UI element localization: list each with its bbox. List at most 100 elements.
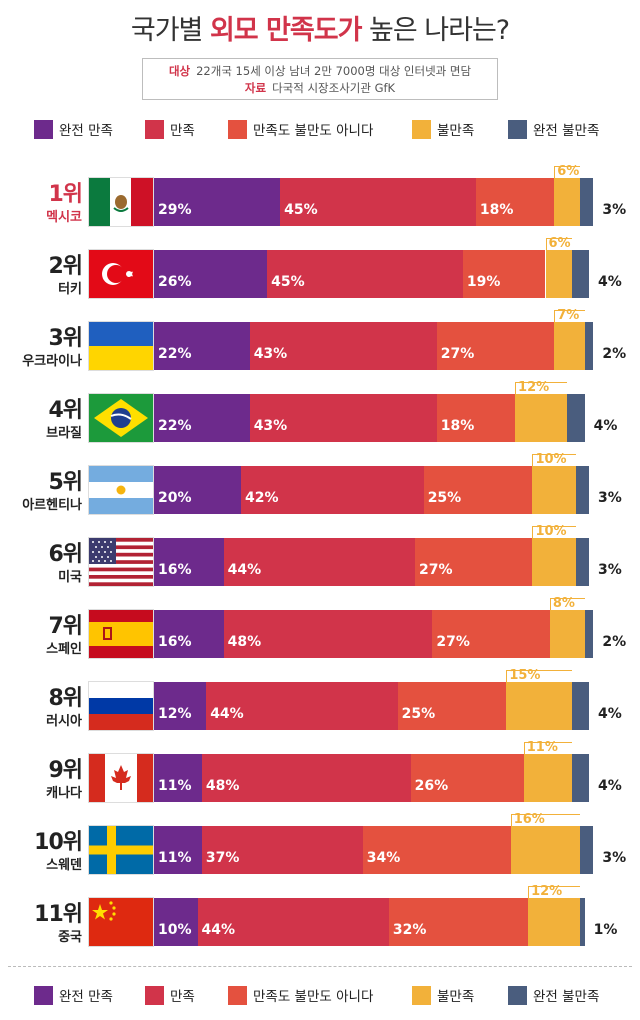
separator <box>8 966 632 967</box>
data-label: 12% <box>158 706 192 722</box>
brazil-flag-icon <box>89 394 153 442</box>
data-label: 25% <box>427 490 462 506</box>
bar-segment-very-satisfied <box>154 250 268 298</box>
dissatisfied-bracket <box>515 382 517 394</box>
chart-row: 11위 중국 10% 44% 32% 12% 1% <box>0 884 640 956</box>
bar-segment-very-dissatisfied <box>575 466 589 514</box>
page-title: 국가별 외모 만족도가 높은 나라는? <box>0 8 640 47</box>
data-label: 44% <box>227 562 262 578</box>
country-label: 중국 <box>58 930 82 945</box>
bar-segment-very-satisfied <box>154 682 207 730</box>
bar-segment-very-dissatisfied <box>571 682 589 730</box>
target-label: 대상 <box>168 64 191 78</box>
data-label: 4% <box>598 274 622 290</box>
dissatisfied-bracket <box>506 670 508 682</box>
legend-bottom-item: 만족 <box>145 984 195 1006</box>
legend-label: 만족 <box>170 123 195 139</box>
bar-segment-very-satisfied <box>154 178 281 226</box>
bar-segment-neutral <box>388 898 529 946</box>
bar-segment-very-satisfied <box>154 754 202 802</box>
bar-segment-very-dissatisfied <box>571 250 589 298</box>
turkey-flag-icon <box>89 250 153 298</box>
rank-label: 1위 <box>48 182 83 207</box>
bar-segment-dissatisfied <box>523 754 572 802</box>
dissatisfied-bracket-line <box>523 742 572 743</box>
data-label: 43% <box>253 418 288 434</box>
dissatisfied-bracket-line <box>554 166 581 167</box>
data-label: 27% <box>419 562 453 578</box>
bar-segment-satisfied <box>267 250 463 298</box>
legend-label: 불만족 <box>437 989 475 1005</box>
bar-segment-satisfied <box>241 466 424 514</box>
china-flag-icon <box>89 898 153 946</box>
data-label: 26% <box>158 274 192 290</box>
bar-segment-dissatisfied <box>545 250 572 298</box>
rank-label: 3위 <box>48 326 83 351</box>
dissatisfied-bracket-line <box>528 886 581 887</box>
data-label: 19% <box>466 274 501 290</box>
legend-swatch <box>412 119 431 139</box>
legend-swatch <box>34 119 53 139</box>
country-label: 캐나다 <box>46 786 82 801</box>
data-label: 8% <box>552 596 575 611</box>
bar-segment-very-dissatisfied <box>584 610 594 658</box>
data-label: 29% <box>158 202 192 218</box>
data-label: 45% <box>271 274 305 290</box>
bar-segment-neutral <box>475 178 555 226</box>
bar-segment-dissatisfied <box>528 898 581 946</box>
data-label: 20% <box>158 490 192 506</box>
bar-segment-dissatisfied <box>532 538 576 586</box>
bar-segment-very-satisfied <box>154 610 224 658</box>
data-label: 2% <box>602 634 627 650</box>
data-label: 48% <box>227 634 262 650</box>
country-label: 브라질 <box>46 426 82 441</box>
bar-segment-neutral <box>436 394 516 442</box>
bar-segment-dissatisfied <box>554 322 585 370</box>
legend-swatch <box>145 985 164 1005</box>
data-label: 43% <box>253 346 288 362</box>
rank-label: 9위 <box>48 758 83 783</box>
data-label: 11% <box>526 740 558 755</box>
dissatisfied-bracket-line <box>532 454 576 455</box>
source-box: 대상 22개국 15세 이상 남녀 2만 7000명 대상 인터넷과 면담 자료 다… <box>142 58 498 100</box>
bar-segment-dissatisfied <box>554 178 581 226</box>
dissatisfied-bracket-line <box>554 310 585 311</box>
rank-label: 7위 <box>48 614 83 639</box>
usa-flag-icon <box>89 538 153 586</box>
data-label: 16% <box>513 812 545 827</box>
bar-segment-dissatisfied <box>515 394 568 442</box>
country-label: 스웨덴 <box>46 858 82 873</box>
rank-label: 8위 <box>48 686 83 711</box>
dissatisfied-bracket <box>532 526 534 538</box>
bar-segment-satisfied <box>201 754 411 802</box>
bar-segment-dissatisfied <box>532 466 576 514</box>
bar-segment-very-satisfied <box>154 394 250 442</box>
data-label: 6% <box>548 236 571 251</box>
data-label: 32% <box>392 922 427 938</box>
chart-row: 9위 캐나다 11% 48% 26% 11% 4% <box>0 740 640 812</box>
data-label: 27% <box>440 346 475 362</box>
bar-segment-satisfied <box>249 322 437 370</box>
dissatisfied-bracket <box>549 598 551 610</box>
legend-top: 완전 만족 만족 만족도 불만도 아니다 불만족 완전 불만족 <box>0 118 640 148</box>
data-label: 26% <box>414 778 449 794</box>
bar-segment-very-dissatisfied <box>580 898 585 946</box>
bar-segment-very-dissatisfied <box>580 826 594 874</box>
chart-row: 5위 아르헨티나 20% 42% 25% 10% 3% <box>0 452 640 524</box>
data-label: 44% <box>210 706 244 722</box>
data-label: 37% <box>205 850 240 866</box>
country-label: 우크라이나 <box>22 354 82 369</box>
russia-flag-icon <box>89 682 153 730</box>
bar-segment-neutral <box>436 322 555 370</box>
rank-label: 4위 <box>48 398 83 423</box>
bar-segment-very-dissatisfied <box>567 394 585 442</box>
data-label: 42% <box>245 490 279 506</box>
chart-row: 2위 터키 26% 45% 19% 6% 4% <box>0 236 640 308</box>
data-label: 16% <box>158 562 192 578</box>
bar-segment-satisfied <box>223 610 433 658</box>
country-label: 러시아 <box>46 714 82 729</box>
data-label: 27% <box>436 634 470 650</box>
rank-label: 11위 <box>34 902 83 927</box>
bar-segment-satisfied <box>249 394 437 442</box>
data-label: 22% <box>158 418 192 434</box>
